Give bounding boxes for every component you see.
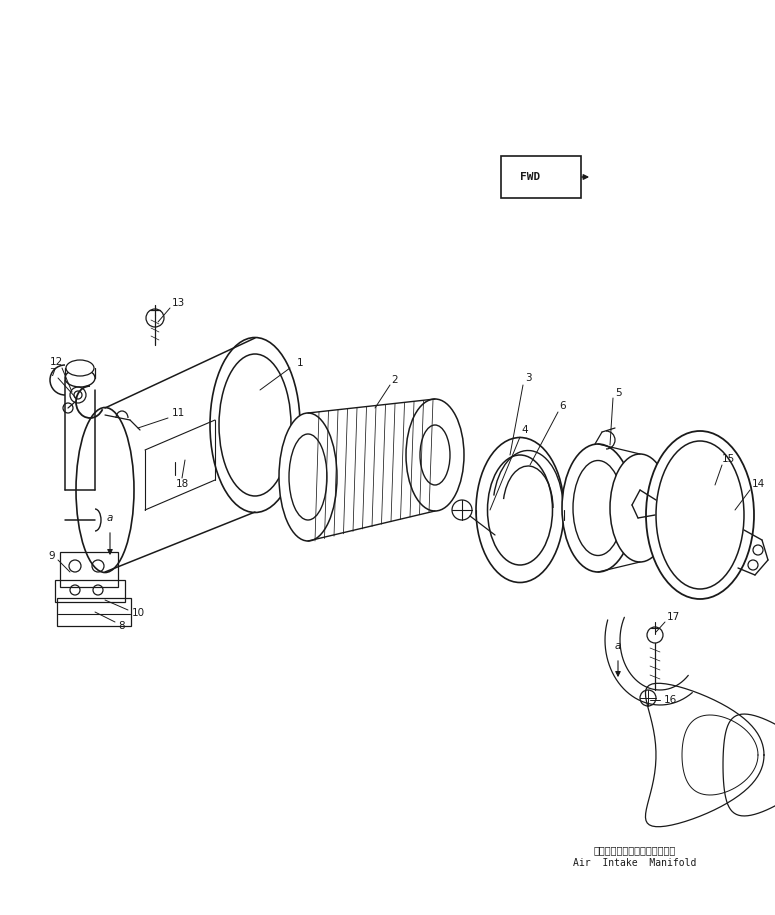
Ellipse shape bbox=[65, 369, 95, 387]
Bar bbox=[57, 598, 131, 626]
Ellipse shape bbox=[279, 413, 337, 541]
Text: FWD: FWD bbox=[520, 172, 540, 182]
Ellipse shape bbox=[476, 437, 564, 583]
Text: 6: 6 bbox=[560, 401, 567, 411]
Text: 18: 18 bbox=[175, 479, 188, 489]
Text: 2: 2 bbox=[391, 375, 398, 385]
Ellipse shape bbox=[656, 441, 744, 589]
Ellipse shape bbox=[420, 425, 450, 485]
Text: 5: 5 bbox=[615, 388, 622, 398]
Text: a: a bbox=[107, 513, 113, 523]
Bar bbox=[60, 552, 118, 587]
Text: 11: 11 bbox=[171, 408, 184, 418]
Text: Air  Intake  Manifold: Air Intake Manifold bbox=[574, 858, 697, 868]
Bar bbox=[55, 580, 125, 602]
Ellipse shape bbox=[289, 434, 327, 520]
Ellipse shape bbox=[610, 454, 670, 562]
Text: 8: 8 bbox=[119, 621, 126, 631]
Ellipse shape bbox=[219, 354, 291, 496]
Text: 14: 14 bbox=[752, 479, 765, 489]
Text: 10: 10 bbox=[132, 608, 145, 618]
Text: 15: 15 bbox=[722, 454, 735, 464]
Text: 16: 16 bbox=[663, 695, 677, 705]
Text: a: a bbox=[615, 641, 622, 651]
Text: 13: 13 bbox=[171, 298, 184, 308]
Text: 9: 9 bbox=[49, 551, 55, 561]
Text: 17: 17 bbox=[666, 612, 680, 622]
Ellipse shape bbox=[66, 360, 94, 376]
Text: 12: 12 bbox=[50, 357, 63, 367]
Ellipse shape bbox=[76, 407, 134, 573]
Ellipse shape bbox=[406, 399, 464, 511]
Text: 4: 4 bbox=[522, 425, 529, 435]
Text: 1: 1 bbox=[297, 358, 303, 368]
Ellipse shape bbox=[562, 444, 634, 572]
Ellipse shape bbox=[210, 338, 300, 512]
Text: エアーインテークマニホールド: エアーインテークマニホールド bbox=[594, 845, 676, 855]
Ellipse shape bbox=[487, 455, 553, 565]
Text: 3: 3 bbox=[525, 373, 532, 383]
Ellipse shape bbox=[646, 431, 754, 599]
Ellipse shape bbox=[573, 460, 623, 555]
Text: 7: 7 bbox=[49, 368, 55, 378]
